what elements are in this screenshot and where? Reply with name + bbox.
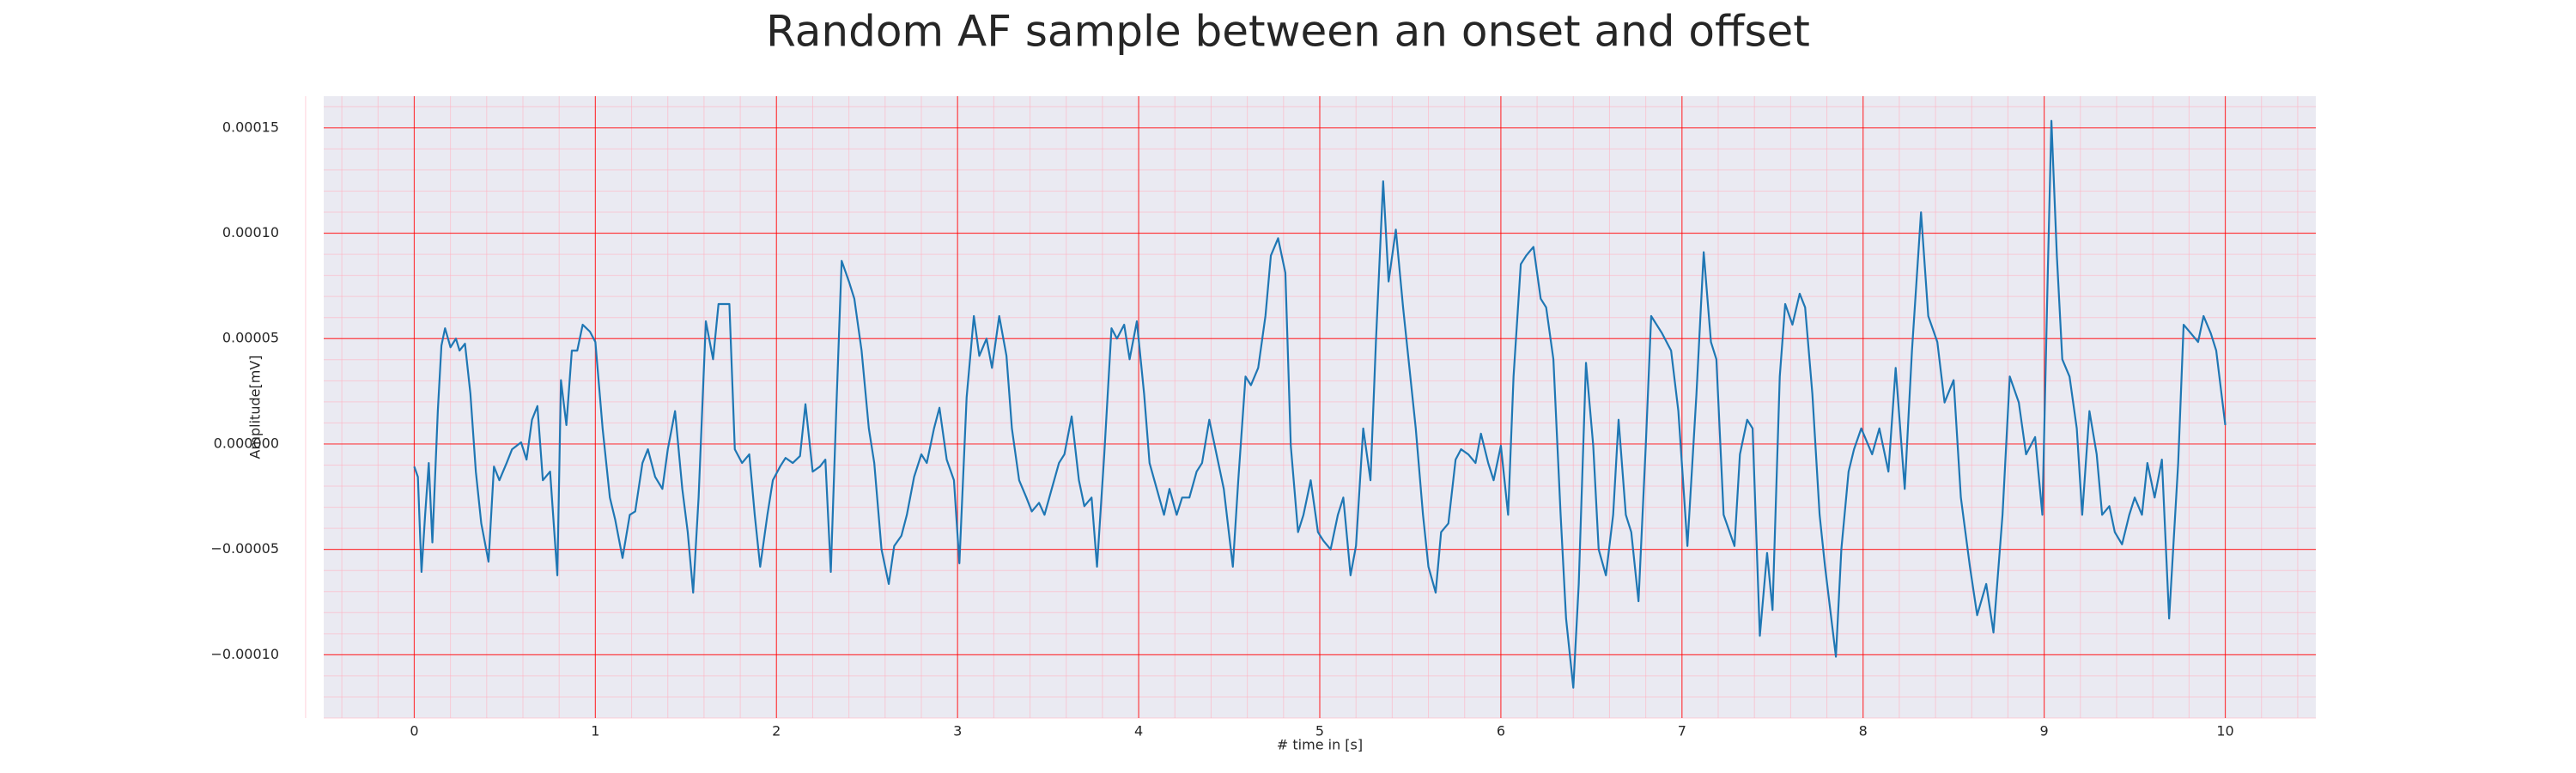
x-axis-label: # time in [s] (1277, 737, 1363, 753)
y-tick-label: −0.00010 (210, 646, 279, 662)
x-tick-label: 2 (772, 723, 781, 740)
x-tick-label: 8 (1859, 723, 1868, 740)
y-tick-label: 0.00010 (222, 224, 279, 240)
y-tick-label: 0.000000 (214, 435, 279, 451)
x-tick-label: 5 (1315, 723, 1324, 740)
y-tick-label: 0.00015 (222, 119, 279, 135)
grid (305, 96, 2316, 719)
x-tick-label: 9 (2040, 723, 2049, 740)
chart-title: Random AF sample between an onset and of… (766, 7, 1810, 57)
y-axis-label: Amplitude[mV] (247, 355, 264, 459)
y-tick-label: 0.00005 (222, 330, 279, 346)
y-tick-label: −0.00005 (210, 540, 279, 557)
x-tick-label: 10 (2216, 723, 2233, 740)
x-tick-label: 0 (410, 723, 418, 740)
x-tick-label: 7 (1678, 723, 1686, 740)
data-line (413, 119, 2227, 689)
x-tick-label: 1 (591, 723, 599, 740)
x-tick-label: 4 (1134, 723, 1143, 740)
x-tick-label: 3 (953, 723, 962, 740)
x-tick-label: 6 (1497, 723, 1505, 740)
